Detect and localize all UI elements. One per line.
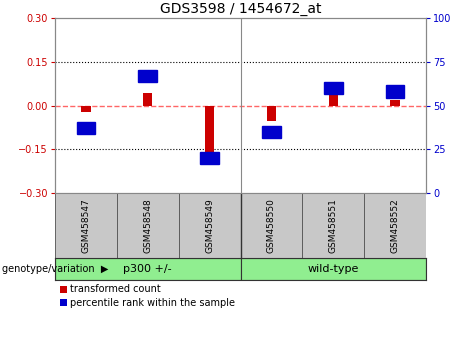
Bar: [77, 122, 95, 135]
Bar: [241, 258, 426, 280]
Bar: [324, 82, 343, 94]
Text: GSM458548: GSM458548: [143, 198, 152, 253]
Bar: [205, 105, 214, 162]
Bar: [55, 193, 117, 258]
Bar: [143, 93, 153, 105]
Text: wild-type: wild-type: [307, 264, 359, 274]
Bar: [329, 85, 338, 105]
Bar: [241, 193, 302, 258]
Text: transformed count: transformed count: [70, 285, 161, 295]
Bar: [267, 105, 276, 121]
Text: GSM458549: GSM458549: [205, 198, 214, 253]
Bar: [117, 193, 179, 258]
Text: GSM458550: GSM458550: [267, 198, 276, 253]
Text: GSM458547: GSM458547: [82, 198, 90, 253]
Bar: [262, 126, 281, 138]
Bar: [55, 258, 241, 280]
Bar: [201, 152, 219, 164]
Text: GSM458551: GSM458551: [329, 198, 338, 253]
Text: p300 +/-: p300 +/-: [124, 264, 172, 274]
Bar: [302, 193, 364, 258]
Bar: [386, 85, 404, 98]
Text: genotype/variation  ▶: genotype/variation ▶: [2, 264, 109, 274]
Bar: [179, 193, 241, 258]
Bar: [390, 100, 400, 105]
Bar: [81, 105, 90, 112]
Bar: [138, 70, 157, 82]
Title: GDS3598 / 1454672_at: GDS3598 / 1454672_at: [160, 1, 321, 16]
Text: percentile rank within the sample: percentile rank within the sample: [70, 297, 235, 308]
Text: GSM458552: GSM458552: [390, 198, 400, 253]
Bar: [364, 193, 426, 258]
